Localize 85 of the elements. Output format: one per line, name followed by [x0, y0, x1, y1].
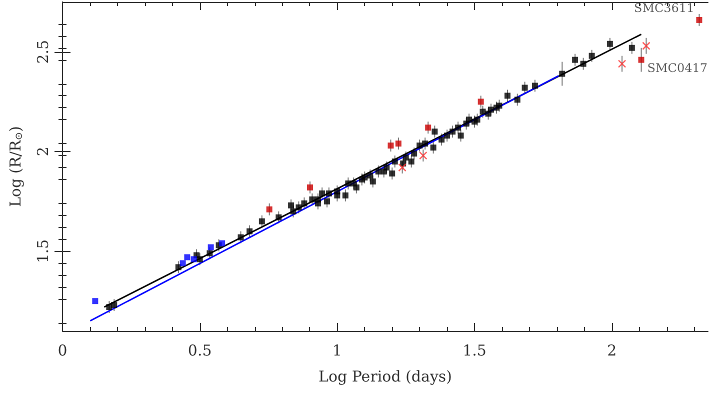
point: [319, 190, 326, 196]
point: [408, 158, 414, 165]
point: [430, 144, 436, 151]
point: [432, 128, 438, 135]
point: [345, 180, 352, 186]
y-tick-label: 2.5: [34, 40, 52, 64]
point: [326, 190, 332, 196]
point: [309, 196, 316, 202]
point: [180, 260, 186, 266]
point: [416, 142, 423, 149]
point: [290, 208, 296, 214]
point: [92, 298, 98, 304]
point: [419, 151, 428, 160]
point: [296, 204, 302, 210]
point: [638, 56, 644, 63]
point: [642, 42, 650, 50]
point: [572, 56, 578, 63]
point: [350, 180, 357, 186]
point: [246, 228, 253, 234]
point: [314, 196, 321, 202]
point: [175, 264, 182, 270]
point: [606, 40, 613, 47]
point: [422, 140, 428, 147]
point: [190, 256, 197, 262]
y-tick-label: 2: [34, 146, 52, 156]
point: [588, 52, 595, 59]
point: [392, 158, 398, 165]
point: [559, 70, 566, 77]
point: [438, 136, 445, 143]
x-tick-label: 0.5: [188, 342, 212, 360]
point: [458, 132, 464, 139]
y-axis-title: Log (R/R⊙): [6, 126, 25, 208]
point: [504, 92, 510, 99]
annotation: SMC3611: [634, 0, 694, 15]
point: [478, 98, 484, 105]
point: [618, 60, 626, 68]
point: [514, 96, 520, 103]
x-axis-title: Log Period (days): [318, 368, 452, 386]
point: [522, 84, 528, 91]
point: [395, 140, 402, 147]
annotation: SMC0417: [647, 60, 708, 75]
point: [425, 124, 432, 131]
point: [466, 116, 472, 123]
point: [258, 218, 265, 224]
point: [334, 188, 340, 194]
point: [111, 302, 118, 308]
point: [450, 128, 456, 135]
point: [370, 178, 376, 184]
point: [276, 214, 282, 220]
point: [384, 164, 390, 170]
point: [493, 104, 500, 111]
point: [532, 82, 538, 89]
point: [266, 206, 272, 212]
x-tick-label: 0: [58, 342, 68, 360]
point: [411, 150, 418, 157]
y-tick-label: 1.5: [34, 239, 52, 264]
point: [455, 124, 462, 131]
point: [342, 192, 348, 198]
point: [444, 132, 450, 139]
point: [696, 16, 702, 23]
x-tick-label: 2: [607, 342, 617, 360]
point: [485, 110, 492, 117]
point: [324, 198, 330, 204]
point: [196, 256, 203, 262]
point: [306, 184, 313, 190]
point: [580, 60, 586, 67]
point: [206, 250, 213, 256]
point: [388, 142, 394, 149]
point: [288, 202, 294, 208]
point: [375, 168, 382, 174]
point: [301, 200, 308, 206]
point: [480, 108, 486, 115]
point: [628, 44, 635, 51]
point: [474, 116, 480, 123]
x-tick-label: 1: [332, 342, 342, 360]
point: [238, 234, 244, 240]
point: [219, 240, 226, 246]
x-tick-label: 1.5: [462, 342, 486, 360]
point: [398, 163, 406, 172]
point: [208, 244, 214, 250]
point: [184, 254, 190, 260]
point: [367, 172, 374, 178]
point: [402, 154, 409, 161]
point: [389, 170, 396, 176]
point: [358, 176, 365, 182]
